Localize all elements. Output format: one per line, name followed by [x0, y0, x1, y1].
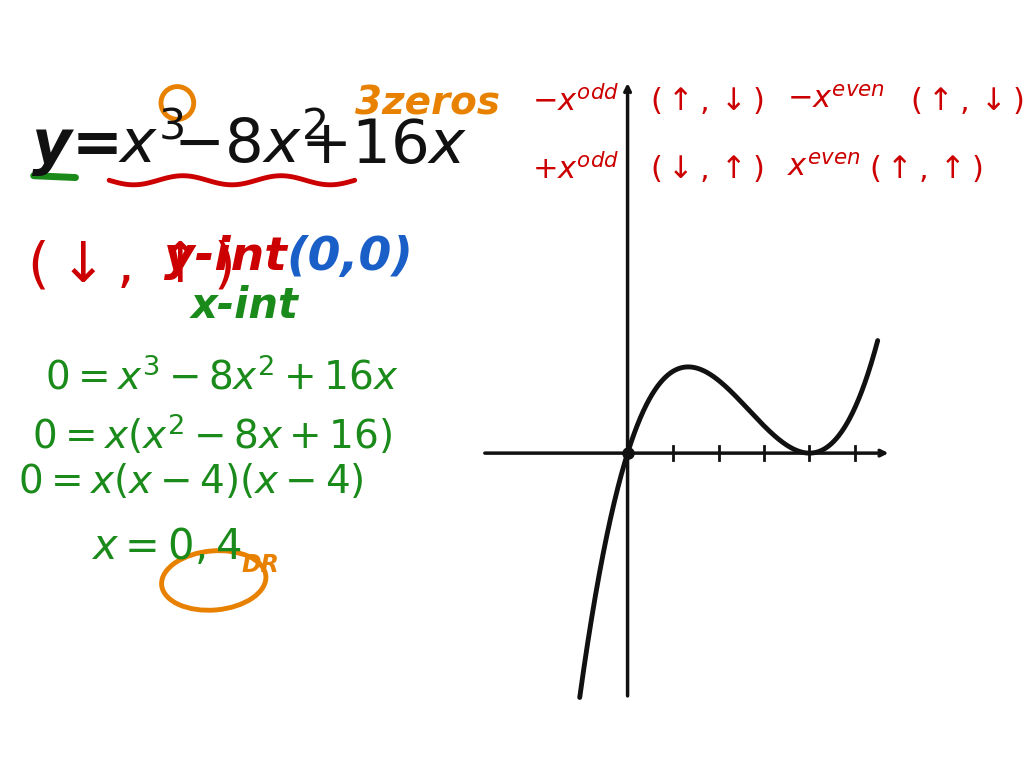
Text: $(\downarrow,\uparrow)$: $(\downarrow,\uparrow)$	[28, 240, 232, 293]
Text: $- x^{odd}$: $- x^{odd}$	[532, 84, 620, 117]
Text: $0 = x^3 - 8x^2 + 16x$: $0 = x^3 - 8x^2 + 16x$	[45, 358, 399, 397]
Text: $x^3$: $x^3$	[118, 117, 184, 176]
Text: $(\uparrow,\downarrow)$: $(\uparrow,\downarrow)$	[650, 84, 764, 116]
Text: $(\uparrow,\downarrow)$: $(\uparrow,\downarrow)$	[909, 84, 1023, 116]
Text: DR: DR	[241, 553, 279, 578]
Text: 3zeros: 3zeros	[354, 84, 500, 123]
Text: y-int: y-int	[164, 235, 287, 280]
Text: $0 = x(x^2 - 8x + 16)$: $0 = x(x^2 - 8x + 16)$	[32, 412, 392, 457]
Text: $x = 0, 4$: $x = 0, 4$	[91, 526, 242, 568]
Text: $- x^{even}$: $- x^{even}$	[786, 84, 885, 114]
Text: y=: y=	[32, 117, 123, 176]
Text: $0 = x(x-4)(x-4)$: $0 = x(x-4)(x-4)$	[18, 462, 364, 502]
Text: $+ 16x$: $+ 16x$	[300, 117, 468, 176]
Text: x-int: x-int	[191, 285, 299, 327]
Text: $+ x^{odd}$: $+ x^{odd}$	[532, 153, 620, 185]
Text: (0,0): (0,0)	[287, 235, 414, 280]
Text: $x^{even}$: $x^{even}$	[786, 153, 860, 182]
Text: $- 8x^2$: $- 8x^2$	[173, 117, 327, 176]
Text: $(\uparrow,\uparrow)$: $(\uparrow,\uparrow)$	[868, 153, 982, 184]
Text: $(\downarrow,\uparrow)$: $(\downarrow,\uparrow)$	[650, 153, 764, 184]
